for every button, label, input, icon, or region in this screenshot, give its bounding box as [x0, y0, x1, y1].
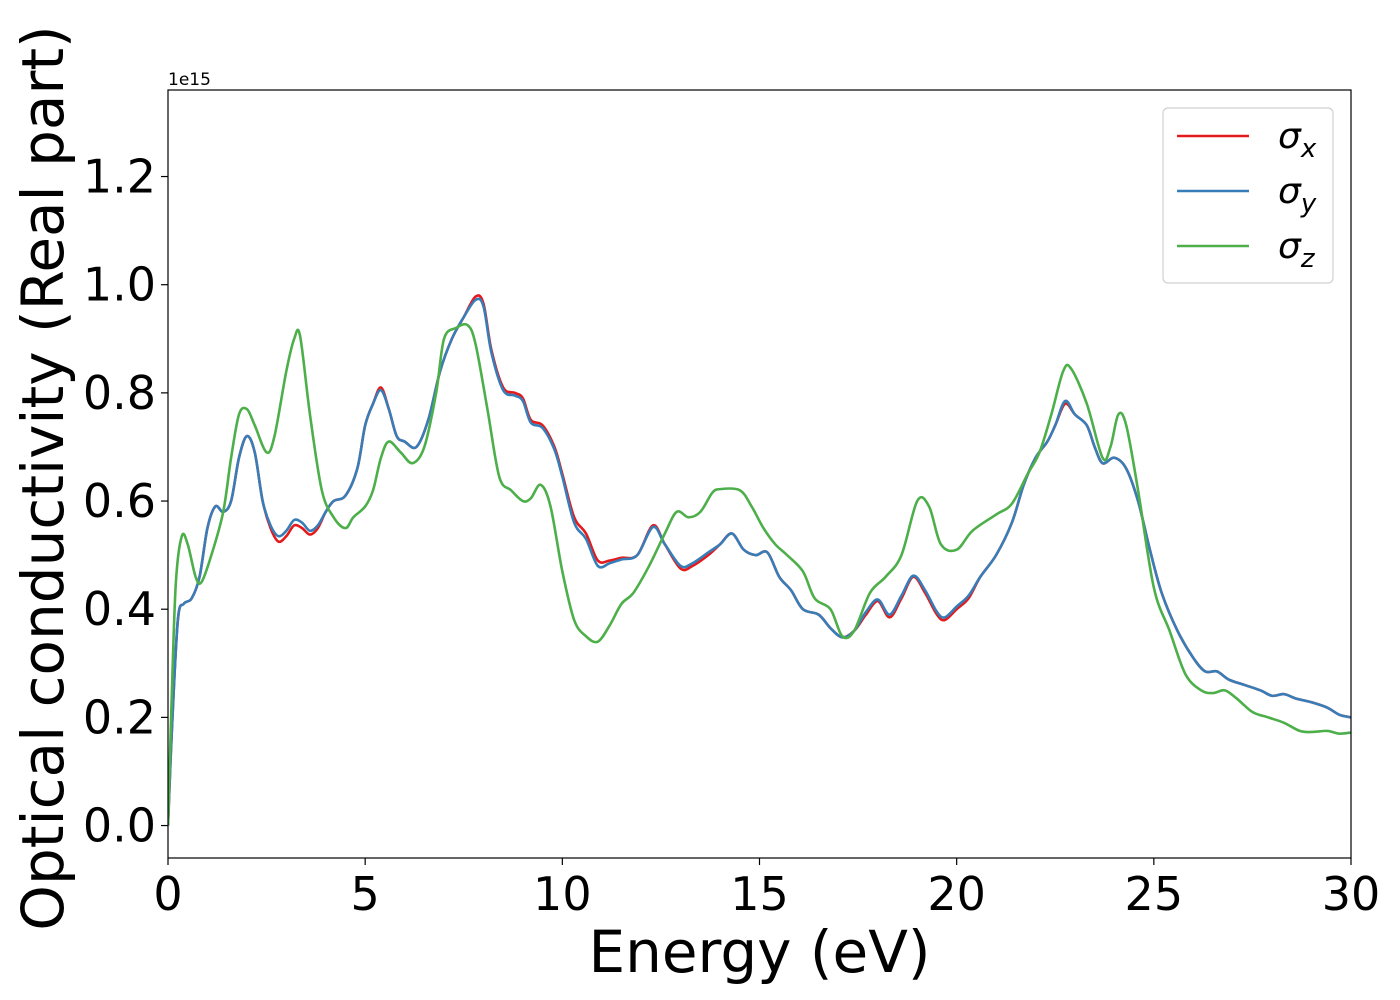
- y-axis-label: Optical conductivity (Real part): [9, 25, 77, 930]
- series-line-x: [168, 294, 1351, 826]
- y-tick-label: 0.4: [83, 582, 156, 636]
- y-tick-label: 0.0: [83, 799, 156, 853]
- legend-label-z: σz: [1278, 226, 1316, 274]
- x-ticks: 0 5 10 15 20 25 30: [153, 858, 1380, 921]
- plot-curves: [168, 294, 1351, 826]
- y-ticks: 0.0 0.2 0.4 0.6 0.8 1.0 1.2: [83, 150, 168, 853]
- legend-label-y: σy: [1278, 171, 1317, 219]
- x-tick-label: 0: [153, 867, 182, 921]
- x-axis-label: Energy (eV): [588, 918, 930, 986]
- legend-label-x: σx: [1278, 116, 1317, 164]
- x-tick-label: 30: [1322, 867, 1381, 921]
- legend-box: [1162, 107, 1334, 284]
- y-tick-label: 0.8: [83, 366, 156, 420]
- x-tick-label: 15: [730, 867, 789, 921]
- offset-label: 1e15: [168, 70, 211, 90]
- y-tick-label: 1.2: [83, 150, 156, 204]
- x-tick-label: 5: [351, 867, 380, 921]
- x-tick-label: 25: [1125, 867, 1184, 921]
- y-tick-label: 0.2: [83, 690, 156, 744]
- x-tick-label: 10: [533, 867, 592, 921]
- y-tick-label: 0.6: [83, 474, 156, 528]
- legend: σx σy σz: [1162, 107, 1334, 284]
- x-tick-label: 20: [927, 867, 986, 921]
- y-tick-label: 1.0: [83, 258, 156, 312]
- series-line-y: [168, 297, 1351, 826]
- series-line-z: [168, 322, 1351, 826]
